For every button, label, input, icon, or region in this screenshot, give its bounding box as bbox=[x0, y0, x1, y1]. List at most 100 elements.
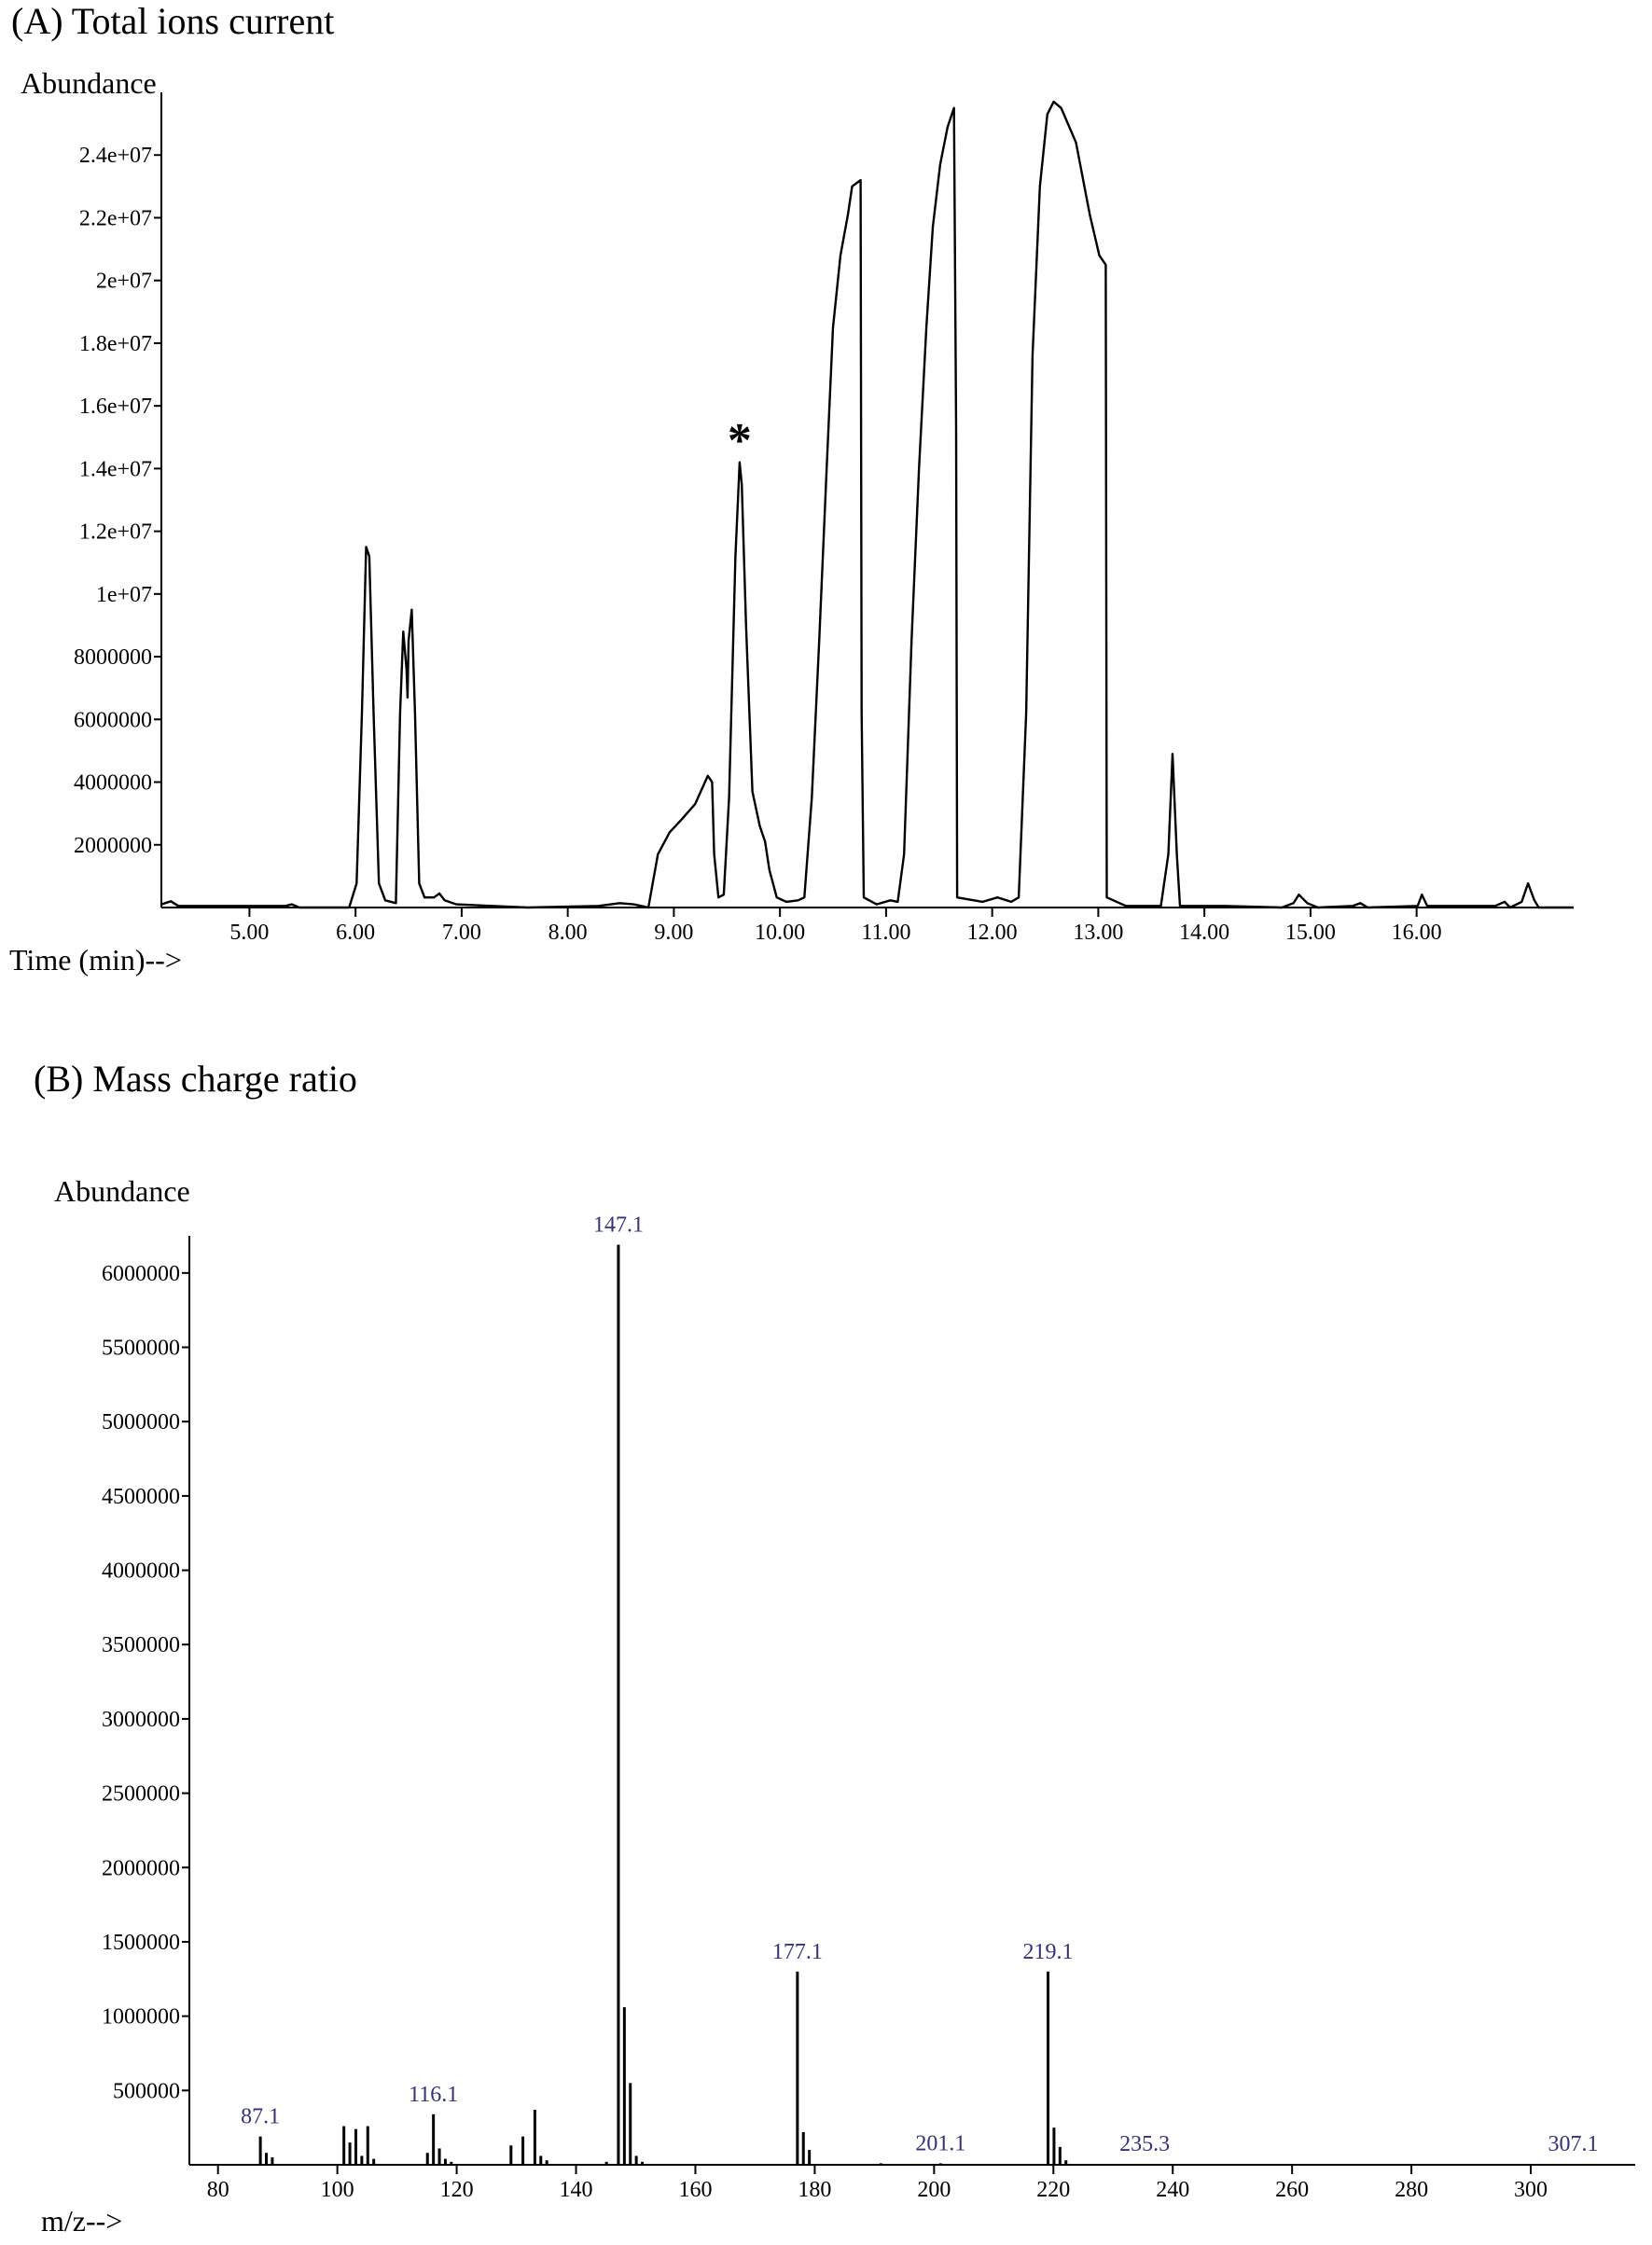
stick bbox=[450, 2161, 453, 2165]
x-tick-label: 100 bbox=[321, 2178, 354, 2202]
stick bbox=[509, 2145, 513, 2165]
stick bbox=[801, 2131, 805, 2165]
stick bbox=[622, 2007, 626, 2165]
stick bbox=[258, 2136, 262, 2165]
y-tick-label: 2.2e+07 bbox=[79, 206, 152, 230]
stick bbox=[432, 2113, 436, 2165]
y-tick-label: 3500000 bbox=[102, 1633, 180, 1657]
x-tick-label: 9.00 bbox=[654, 921, 693, 945]
y-tick-label: 1.2e+07 bbox=[79, 520, 152, 545]
x-tick-label: 280 bbox=[1395, 2178, 1428, 2202]
y-tick-label: 6000000 bbox=[102, 1262, 180, 1286]
y-tick-label: 2500000 bbox=[102, 1782, 180, 1807]
y-tick-label: 2.4e+07 bbox=[79, 144, 152, 168]
stick bbox=[629, 2083, 632, 2165]
y-tick-label: 8000000 bbox=[74, 645, 152, 670]
peak-label: 307.1 bbox=[1548, 2132, 1598, 2156]
stick bbox=[354, 2128, 357, 2165]
stick bbox=[372, 2158, 376, 2165]
peak-label: 116.1 bbox=[409, 2083, 458, 2107]
x-tick-label: 140 bbox=[560, 2178, 593, 2202]
y-tick-label: 1.8e+07 bbox=[79, 332, 152, 356]
x-tick-label: 7.00 bbox=[442, 921, 481, 945]
y-tick-label: 1.6e+07 bbox=[79, 395, 152, 419]
peak-label: 177.1 bbox=[772, 1940, 823, 1964]
stick bbox=[604, 2161, 608, 2165]
x-tick-label: 160 bbox=[678, 2178, 712, 2202]
stick bbox=[265, 2153, 269, 2165]
stick bbox=[271, 2157, 274, 2165]
y-tick-label: 2000000 bbox=[102, 1856, 180, 1880]
stick bbox=[938, 2163, 942, 2165]
stick bbox=[1064, 2160, 1068, 2165]
stick bbox=[521, 2136, 525, 2165]
y-tick-label: 5000000 bbox=[102, 1410, 180, 1434]
stick bbox=[342, 2126, 346, 2165]
x-tick-label: 80 bbox=[207, 2178, 229, 2202]
peak-label: 235.3 bbox=[1119, 2132, 1170, 2156]
stick bbox=[634, 2155, 638, 2165]
x-tick-label: 220 bbox=[1036, 2178, 1070, 2202]
tic-trace bbox=[160, 100, 1574, 909]
annotation: * bbox=[728, 414, 752, 467]
peak-label: 219.1 bbox=[1023, 1940, 1074, 1964]
x-tick-label: 240 bbox=[1156, 2178, 1189, 2202]
y-tick-label: 1000000 bbox=[102, 2005, 180, 2030]
x-tick-label: 8.00 bbox=[548, 921, 588, 945]
x-axis-label: Time (min)--> bbox=[9, 943, 182, 977]
y-tick-label: 1e+07 bbox=[96, 583, 152, 607]
x-tick-label: 120 bbox=[440, 2178, 474, 2202]
stick bbox=[617, 1244, 620, 2165]
x-tick-label: 10.00 bbox=[755, 921, 805, 945]
peak-label: 147.1 bbox=[593, 1213, 644, 1238]
y-tick-label: 3000000 bbox=[102, 1708, 180, 1732]
stick bbox=[360, 2155, 364, 2165]
stick bbox=[1058, 2146, 1062, 2165]
y-axis-label: Abundance bbox=[54, 1174, 190, 1208]
x-tick-label: 11.00 bbox=[861, 921, 910, 945]
y-tick-label: 1500000 bbox=[102, 1931, 180, 1955]
stick bbox=[539, 2155, 543, 2165]
y-tick-label: 4000000 bbox=[102, 1559, 180, 1584]
stick bbox=[366, 2126, 369, 2165]
y-axis-label: Abundance bbox=[21, 66, 157, 100]
stick bbox=[348, 2142, 352, 2165]
stick bbox=[1143, 2164, 1146, 2165]
stick bbox=[437, 2148, 441, 2165]
x-tick-label: 180 bbox=[798, 2178, 831, 2202]
x-axis-label: m/z--> bbox=[41, 2204, 122, 2238]
stick bbox=[425, 2153, 429, 2165]
x-tick-label: 300 bbox=[1514, 2178, 1548, 2202]
x-tick-label: 13.00 bbox=[1073, 921, 1123, 945]
chart-title: (B) Mass charge ratio bbox=[34, 1058, 357, 1100]
y-tick-label: 4500000 bbox=[102, 1485, 180, 1509]
stick bbox=[879, 2163, 882, 2165]
stick bbox=[641, 2161, 645, 2165]
x-tick-label: 200 bbox=[917, 2178, 951, 2202]
x-tick-label: 15.00 bbox=[1285, 921, 1336, 945]
x-tick-label: 14.00 bbox=[1179, 921, 1229, 945]
y-tick-label: 6000000 bbox=[74, 708, 152, 732]
chart-title: (A) Total ions current bbox=[11, 0, 334, 42]
y-tick-label: 1.4e+07 bbox=[79, 457, 152, 481]
y-tick-label: 4000000 bbox=[74, 771, 152, 796]
x-tick-label: 260 bbox=[1275, 2178, 1309, 2202]
stick bbox=[1571, 2164, 1575, 2165]
peak-label: 87.1 bbox=[241, 2105, 280, 2129]
x-tick-label: 12.00 bbox=[967, 921, 1018, 945]
y-tick-label: 2e+07 bbox=[96, 270, 152, 294]
stick bbox=[443, 2158, 447, 2165]
stick bbox=[1052, 2127, 1056, 2165]
peak-label: 201.1 bbox=[915, 2131, 965, 2155]
x-tick-label: 16.00 bbox=[1392, 921, 1442, 945]
x-tick-label: 5.00 bbox=[229, 921, 269, 945]
y-tick-label: 2000000 bbox=[74, 834, 152, 858]
y-tick-label: 500000 bbox=[113, 2079, 180, 2103]
stick bbox=[545, 2160, 548, 2165]
stick bbox=[796, 1971, 799, 2165]
y-tick-label: 5500000 bbox=[102, 1337, 180, 1361]
stick bbox=[1047, 1971, 1050, 2165]
x-tick-label: 6.00 bbox=[336, 921, 375, 945]
stick bbox=[533, 2110, 536, 2165]
